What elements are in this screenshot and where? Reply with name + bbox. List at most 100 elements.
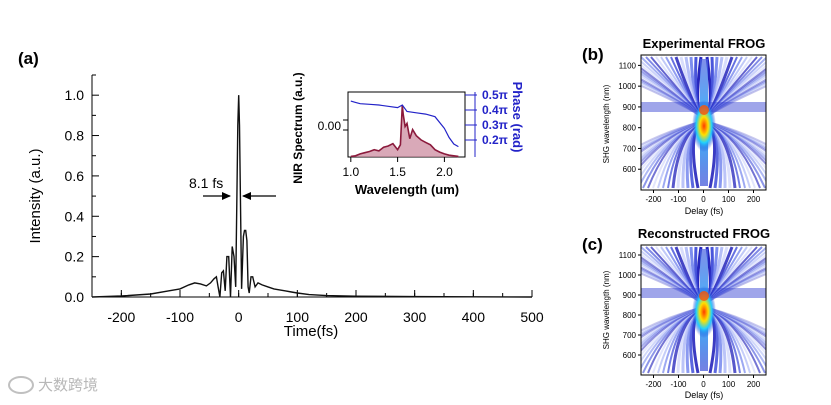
inset-spectrum-fill xyxy=(350,105,459,157)
fwhm-label: 8.1 fs xyxy=(189,175,223,191)
panel-b-title: Experimental FROG xyxy=(643,36,766,51)
frog-fringe xyxy=(641,121,701,160)
inset-phase-line xyxy=(350,100,459,148)
frog-ytick-label: 1100 xyxy=(619,251,637,260)
watermark: 大数跨境 xyxy=(8,374,98,395)
inset-ytick-left: 0.00 xyxy=(318,119,342,133)
inset-xtick-label: 1.0 xyxy=(342,165,359,179)
frog-fringe xyxy=(641,121,701,149)
main-axes xyxy=(91,75,532,298)
frog-fringe xyxy=(641,307,701,349)
frog-fringe xyxy=(641,121,701,167)
inset-ytick-right-0: 0.5π xyxy=(482,88,508,102)
frog-fringe xyxy=(707,121,766,157)
frog-fringe xyxy=(707,307,766,333)
watermark-logo-icon xyxy=(8,375,34,394)
main-xtick-label: 500 xyxy=(520,309,544,325)
frog-fringe xyxy=(707,307,766,356)
main-xtick-label: -100 xyxy=(166,309,194,325)
frog-xtick-label: -200 xyxy=(645,195,662,204)
frog-fringe xyxy=(641,307,701,357)
fwhm-arrowhead-left xyxy=(222,192,231,200)
frog-fringe xyxy=(641,307,701,341)
frog-fringe xyxy=(707,121,766,147)
main-ytick-label: 0.2 xyxy=(65,249,85,265)
frog-ytick-label: 700 xyxy=(623,144,637,153)
inset-xtick-label: 2.0 xyxy=(436,165,453,179)
frog-fringe xyxy=(707,121,766,162)
frog-fringe xyxy=(641,121,701,152)
frog-fringe xyxy=(707,307,766,340)
frog-fringe xyxy=(641,307,701,332)
main-ytick-label: 0.8 xyxy=(65,128,85,144)
main-xlabel: Time(fs) xyxy=(284,323,338,340)
frog-hotspot xyxy=(699,105,709,115)
reconstructed-frog-heatmap xyxy=(641,245,766,375)
frog-xtick-label: 200 xyxy=(747,195,761,204)
frog-ytick-label: 1100 xyxy=(619,61,637,70)
frog-xtick-label: 100 xyxy=(722,195,736,204)
inset-xlabel: Wavelength (um) xyxy=(355,182,459,197)
main-xtick-label: 100 xyxy=(286,309,310,325)
frog-xtick-label: -100 xyxy=(670,195,687,204)
frog-fringe xyxy=(707,121,766,166)
frog-fringe xyxy=(707,121,766,155)
main-ytick-label: 1.0 xyxy=(65,87,85,103)
frog-fringe xyxy=(707,121,766,153)
main-xtick-label: 0 xyxy=(235,309,243,325)
panel-b-ticks: -200 -100 0 100 200 600 700 800 900 1000 1100 xyxy=(618,61,761,204)
frog-xtick-label: 0 xyxy=(701,380,706,389)
frog-xtick-label: -200 xyxy=(645,380,662,389)
frog-fringe xyxy=(707,307,766,335)
frog-fringe xyxy=(707,307,766,348)
inset-spectrum-line xyxy=(350,105,459,158)
panel-b-label: (b) xyxy=(582,45,604,64)
frog-fringe xyxy=(641,121,701,146)
experimental-frog-heatmap xyxy=(641,55,766,190)
frog-ytick-label: 1000 xyxy=(618,271,636,280)
frog-xtick-label: 200 xyxy=(747,380,761,389)
panel-c-title: Reconstructed FROG xyxy=(638,226,770,241)
frog-xtick-label: -100 xyxy=(670,380,687,389)
main-xtick-label: 200 xyxy=(344,309,368,325)
frog-ytick-label: 1000 xyxy=(618,82,636,91)
frog-fringe xyxy=(641,307,701,343)
frog-fringe xyxy=(707,307,766,334)
main-ytick-label: 0.0 xyxy=(65,289,85,305)
frog-fringe xyxy=(707,307,766,345)
inset-ylabel-left: NIR Spectrum (a.u.) xyxy=(291,72,305,183)
frog-core xyxy=(692,100,716,152)
frog-fringe xyxy=(641,307,701,336)
frog-fringe xyxy=(641,307,701,339)
watermark-text: 大数跨境 xyxy=(38,376,99,394)
frog-fringe xyxy=(641,307,701,337)
frog-ytick-label: 600 xyxy=(623,165,637,174)
frog-ytick-label: 700 xyxy=(623,331,637,340)
panel-c-ylabel: SHG wavelength (nm) xyxy=(602,270,611,349)
frog-fringe xyxy=(641,307,701,333)
frog-ytick-label: 600 xyxy=(623,351,637,360)
frog-hotspot xyxy=(699,291,709,301)
frog-fringe xyxy=(707,121,766,151)
fwhm-arrowhead-right xyxy=(242,192,251,200)
panel-c-ticks: -200 -100 0 100 200 600 700 800 900 1000 1100 xyxy=(618,251,761,389)
frog-ytick-label: 900 xyxy=(623,291,637,300)
frog-fringe xyxy=(641,307,701,353)
main-ytick-label: 0.6 xyxy=(65,168,85,184)
inset-ytick-right-1: 0.4π xyxy=(482,103,508,117)
frog-fringe xyxy=(641,121,701,150)
frog-ytick-label: 800 xyxy=(623,124,637,133)
inset-ytick-right-3: 0.2π xyxy=(482,133,508,147)
main-xtick-label: 300 xyxy=(403,309,427,325)
frog-fringe xyxy=(707,121,766,170)
frog-fringe xyxy=(707,307,766,337)
frog-fringe xyxy=(707,307,766,331)
inset-xtick-label: 1.5 xyxy=(389,165,406,179)
frog-xtick-label: 0 xyxy=(701,195,706,204)
frog-fringe xyxy=(707,307,766,342)
main-ylabel: Intensity (a.u.) xyxy=(27,148,44,243)
panel-b-ylabel: SHG wavelength (nm) xyxy=(602,84,611,163)
frog-fringe xyxy=(707,121,766,149)
panel-c-label: (c) xyxy=(582,235,603,254)
